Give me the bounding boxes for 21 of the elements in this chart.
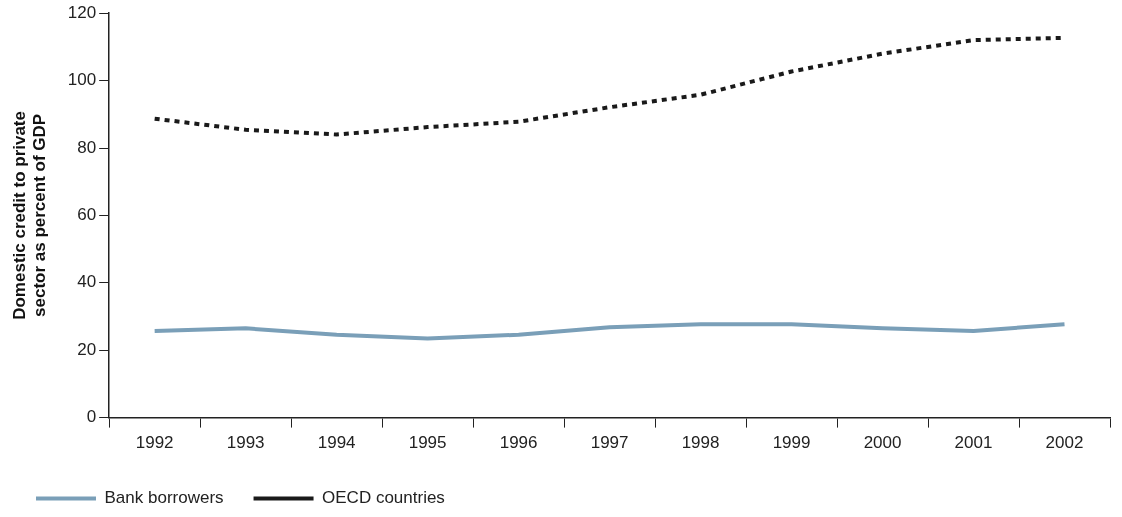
y-tick-label: 100 xyxy=(67,70,97,90)
y-tick-label: 40 xyxy=(77,272,97,292)
x-tick-label: 1997 xyxy=(590,433,629,453)
y-tick-label: 80 xyxy=(77,137,97,157)
y-tick-label: 20 xyxy=(77,339,97,359)
x-tick-label: 1995 xyxy=(408,433,447,453)
x-tick-label: 1998 xyxy=(681,433,720,453)
y-tick-label: 120 xyxy=(67,2,97,22)
y-tick-label: 60 xyxy=(77,205,97,225)
x-tick-label: 2000 xyxy=(863,433,902,453)
x-tick-label: 1993 xyxy=(226,433,265,453)
x-tick-label: 1996 xyxy=(499,433,538,453)
x-tick-label: 2002 xyxy=(1045,433,1084,453)
x-tick-label: 2001 xyxy=(954,433,993,453)
x-tick-label: 1992 xyxy=(135,433,174,453)
y-axis-title: Domestic credit to private sector as percent of GDP xyxy=(9,111,50,320)
x-tick-label: 1994 xyxy=(317,433,356,453)
x-tick-label: 1999 xyxy=(772,433,811,453)
legend-label: Bank borrowers xyxy=(104,488,224,508)
legend-label: OECD countries xyxy=(322,488,445,508)
y-tick-label: 0 xyxy=(86,407,97,427)
